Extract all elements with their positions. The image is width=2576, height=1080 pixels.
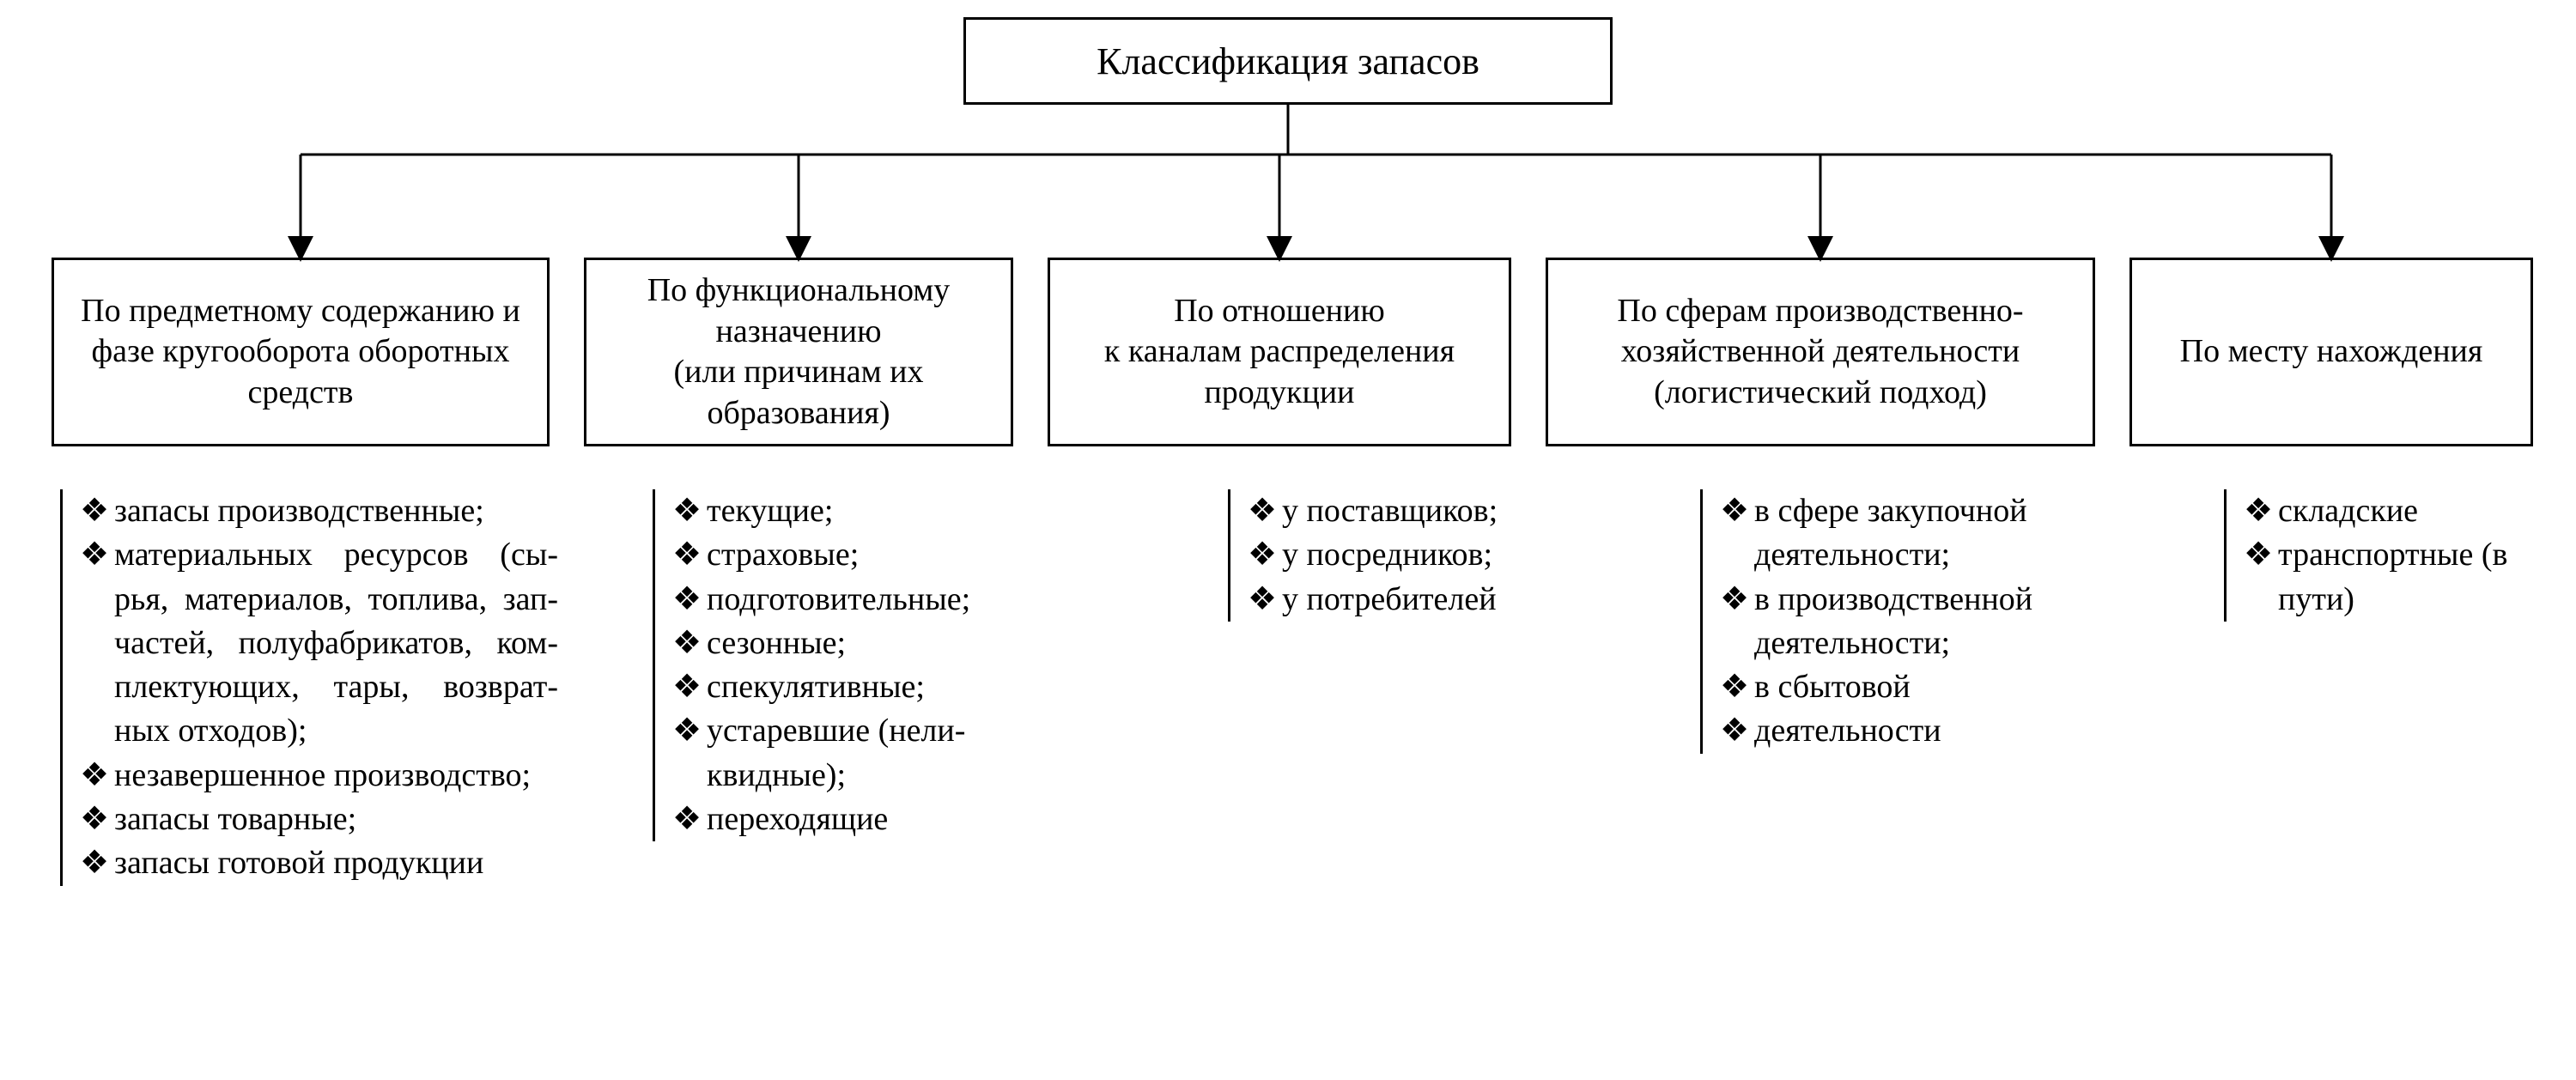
list-item: незавершенное производство; (80, 754, 558, 798)
list-item: складские (2244, 489, 2533, 533)
item-list-3: у поставщиков; у посредников; у потребит… (1228, 489, 1520, 622)
category-label-3: По отношению к каналам распределения про… (1067, 291, 1492, 414)
item-list-1: запасы производственные; материальных ре… (60, 489, 558, 886)
list-item: запасы производственные; (80, 489, 558, 533)
list-item: спекулятивные; (672, 665, 1030, 709)
list-item: устаревшие (нели-квидные); (672, 709, 1030, 798)
category-label-1: По предметному содержанию и фазе кругооб… (71, 291, 530, 414)
list-item: в сфере закупочной деятельности; (1720, 489, 2095, 578)
list-item: сезонные; (672, 622, 1030, 665)
list-item: запасы готовой продукции (80, 841, 558, 885)
category-label-5: По месту нахождения (2180, 331, 2483, 373)
item-list-2: текущие; страховые; подготовительные; се… (653, 489, 1030, 841)
category-box-1: По предметному содержанию и фазе кругооб… (52, 258, 550, 446)
list-item: переходящие (672, 798, 1030, 841)
list-item: страховые; (672, 533, 1030, 577)
list-item: у поставщиков; (1248, 489, 1520, 533)
item-list-5: складские транспортные (в пути) (2224, 489, 2533, 622)
item-list-4: в сфере закупочной деятельности; в произ… (1700, 489, 2095, 754)
category-label-4: По сферам производственно-хозяйственной … (1565, 291, 2075, 414)
category-box-5: По месту нахождения (2129, 258, 2533, 446)
list-item: у потребителей (1248, 578, 1520, 622)
list-item: деятельности (1720, 709, 2095, 753)
category-box-2: По функциональному назначению (или причи… (584, 258, 1013, 446)
category-box-4: По сферам производственно-хозяйственной … (1546, 258, 2095, 446)
list-item: материальных ресурсов (сы-рья, материало… (80, 533, 558, 753)
list-item: текущие; (672, 489, 1030, 533)
list-item: в сбытовой (1720, 665, 2095, 709)
list-item: запасы товарные; (80, 798, 558, 841)
list-item: транспортные (в пути) (2244, 533, 2533, 622)
root-node: Классификация запасов (963, 17, 1613, 105)
category-label-2: По функциональному назначению (или причи… (604, 270, 993, 434)
list-item: у посредников; (1248, 533, 1520, 577)
root-label: Классификация запасов (1097, 39, 1479, 83)
category-box-3: По отношению к каналам распределения про… (1048, 258, 1511, 446)
list-item: подготовительные; (672, 578, 1030, 622)
list-item: в производственной деятельности; (1720, 578, 2095, 666)
